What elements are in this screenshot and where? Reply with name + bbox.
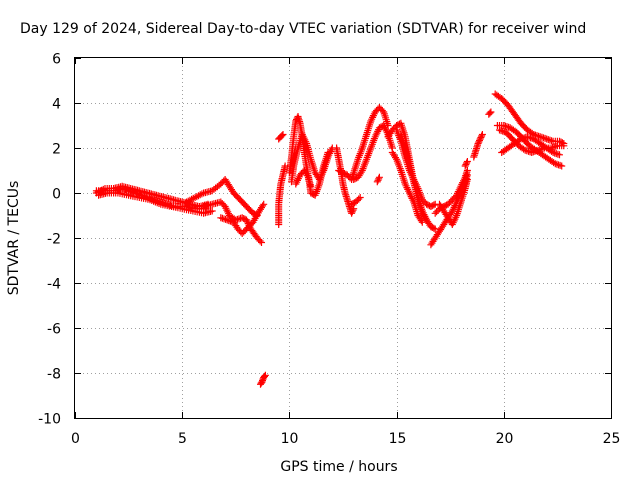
data-point [258,239,265,246]
chart-title: Day 129 of 2024, Sidereal Day-to-day VTE… [20,21,586,37]
data-point [463,167,471,174]
data-point [261,371,269,379]
data-point [461,162,469,170]
x-tick-label: 20 [496,431,514,447]
y-tick-label: 6 [52,52,61,68]
tick-labels: 0 5 10 15 20 25 -10 -8 -6 -4 -2 0 2 4 6 [38,52,620,448]
data-point [278,132,286,140]
data-point [348,208,356,216]
data-point [374,176,382,184]
data-point [430,224,438,232]
y-tick-label: 4 [52,97,61,113]
data-point [373,178,381,186]
y-tick-label: 2 [52,142,61,158]
data-point [418,218,426,226]
data-point [356,194,364,201]
y-tick-label: -4 [47,277,61,293]
x-tick-label: 5 [178,431,187,447]
data-point [261,372,268,380]
data-point [515,136,523,144]
data-point [550,159,558,167]
data-point [375,175,383,183]
data-point [281,162,289,170]
gridlines [75,58,611,418]
data-point [355,195,363,203]
y-axis-label: SDTVAR / TECUs [6,181,22,296]
data-point [350,205,358,213]
data-point [486,109,494,117]
x-tick-label: 15 [389,431,407,447]
data-point [558,162,566,170]
y-tick-label: -8 [47,367,61,383]
data-point [476,135,484,143]
data-point [304,172,312,180]
data-point [476,137,483,144]
data-point [430,201,438,209]
data-point [375,173,383,181]
x-axis-label: GPS time / hours [280,459,397,475]
data-point [256,237,264,245]
x-tick-label: 0 [71,431,80,447]
data-point [475,138,483,146]
y-tick-label: -6 [47,322,61,338]
data-point [208,207,216,215]
data-point [462,161,470,168]
x-tick-label: 25 [603,431,621,447]
data-point [260,200,268,208]
data-point [463,176,471,183]
data-point [463,159,471,167]
data-point [478,132,486,140]
y-tick-label: -10 [38,412,61,428]
data-point [477,134,485,141]
y-tick-label: -2 [47,232,61,248]
data-point [422,214,429,222]
data-point [478,131,486,138]
data-point [556,151,563,159]
data-point [373,129,381,137]
data-point [279,131,287,138]
y-tick-label: 0 [52,187,61,203]
data-point [423,216,431,224]
data-point [463,158,471,165]
data-point [474,140,482,147]
plot-frame [74,57,612,419]
data-point [487,108,495,116]
data-point [505,123,513,131]
data-point [349,206,357,214]
data-point [324,149,332,156]
data-point [520,145,528,153]
data-point [560,142,568,150]
data-point [548,147,555,155]
x-tick-label: 10 [281,431,299,447]
data-point [348,209,356,217]
data-points [92,90,568,388]
data-point [198,190,206,198]
data-point [357,168,365,176]
data-point [259,202,267,210]
